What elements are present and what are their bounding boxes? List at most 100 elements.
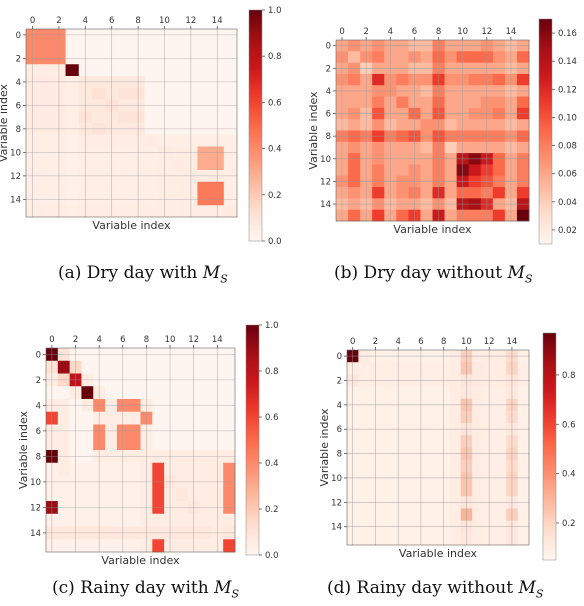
y-axis-label: Variable index xyxy=(318,408,331,487)
heatmap-cell xyxy=(444,51,458,64)
y-tick-label: 14 xyxy=(331,523,342,533)
x-tick-label: 4 xyxy=(96,335,101,345)
heatmap-cell xyxy=(144,134,159,147)
heatmap-cell xyxy=(420,164,433,177)
colorbar-tick-label: 0.14 xyxy=(558,57,577,67)
heatmap-cell xyxy=(65,205,80,218)
heatmap-cell xyxy=(197,64,212,77)
heatmap-cell xyxy=(348,73,361,86)
heatmap-cell xyxy=(403,484,416,497)
y-tick-label: 8 xyxy=(36,452,41,462)
heatmap-cell xyxy=(396,73,409,86)
x-tick-label: 0 xyxy=(339,27,344,37)
caption-a: (a) Dry day with MS xyxy=(58,263,228,286)
x-axis-label: Variable index xyxy=(399,547,478,560)
x-tick-label: 12 xyxy=(481,27,492,37)
heatmap-cell xyxy=(223,64,238,77)
x-axis-label: Variable index xyxy=(92,219,171,232)
heatmap-cell xyxy=(91,158,106,171)
x-tick-label: 6 xyxy=(412,27,417,37)
y-tick-label: 8 xyxy=(16,125,21,135)
x-tick-label: 2 xyxy=(373,337,378,347)
heatmap-cell xyxy=(449,410,462,424)
heatmap-cell xyxy=(372,119,385,131)
caption-d: (d) Rainy day without MS xyxy=(327,578,544,601)
heatmap-cell xyxy=(396,164,409,177)
heatmap-cell xyxy=(152,462,165,476)
heatmap-cell xyxy=(81,513,94,527)
heatmap-cell xyxy=(175,513,189,527)
heatmap-cell xyxy=(81,539,94,553)
x-tick-label: 10 xyxy=(461,337,472,347)
y-tick-label: 0 xyxy=(36,350,41,360)
heatmap-cell xyxy=(199,488,212,502)
heatmap-cell xyxy=(516,119,530,131)
heatmap-cell xyxy=(468,187,482,199)
x-tick-label: 2 xyxy=(56,16,61,26)
heatmap-cell xyxy=(348,119,361,131)
heatmap-cell xyxy=(223,411,236,425)
heatmap-cell xyxy=(494,484,507,497)
heatmap-cell xyxy=(420,187,433,199)
x-axis-label: Variable index xyxy=(393,223,472,236)
heatmap-cell xyxy=(39,205,53,218)
heatmap-cell xyxy=(372,73,385,86)
heatmap-cell xyxy=(472,362,484,375)
heatmap-cell xyxy=(128,386,141,400)
colorbar: 0.0 0.2 0.4 0.6 0.8 1.0 xyxy=(248,6,282,247)
heatmap-cell xyxy=(152,360,165,374)
heatmap-cell xyxy=(516,51,530,64)
colorbar-tick-label: 0.2 xyxy=(562,519,576,529)
heatmap-cell xyxy=(197,181,212,194)
y-tick-label: 2 xyxy=(326,64,331,74)
heatmap-cell xyxy=(57,411,71,425)
y-tick-label: 0 xyxy=(337,352,342,362)
colorbar-tick-label: 1.0 xyxy=(268,6,282,16)
heatmap-cell xyxy=(420,51,433,64)
y-tick-label: 12 xyxy=(10,172,21,182)
heatmap-cell xyxy=(81,386,94,400)
heatmap-cell xyxy=(171,87,185,100)
heatmap-cell xyxy=(358,484,371,497)
y-tick-label: 6 xyxy=(16,101,21,111)
colorbar-tick-label: 0.4 xyxy=(562,470,576,480)
heatmap-cell xyxy=(199,462,212,476)
heatmap-cell xyxy=(516,141,530,154)
x-tick-label: 10 xyxy=(457,27,468,37)
y-tick-label: 0 xyxy=(326,42,331,52)
heatmap-cell xyxy=(199,437,212,451)
y-tick-label: 10 xyxy=(10,148,21,158)
heatmap-cell xyxy=(444,164,458,177)
heatmap-cell xyxy=(81,488,94,502)
colorbar-tick-label: 0.6 xyxy=(265,413,279,423)
x-tick-label: 14 xyxy=(505,27,516,37)
heatmap-cell xyxy=(494,459,507,473)
colorbar-tick-label: 0.12 xyxy=(558,85,577,95)
heatmap-cell xyxy=(449,435,462,448)
colorbar-tick-label: 0.06 xyxy=(558,170,577,180)
heatmap-cell xyxy=(426,386,439,400)
x-tick-label: 12 xyxy=(185,16,196,26)
heatmap-cell xyxy=(118,205,132,218)
x-tick-label: 12 xyxy=(188,335,199,345)
heatmap-cell xyxy=(444,209,458,222)
heatmap-cell xyxy=(81,462,94,476)
heatmap-cell xyxy=(358,508,371,522)
heatmap-cell xyxy=(199,539,212,553)
heatmap-cell xyxy=(348,187,361,199)
heatmap-cell xyxy=(118,158,132,171)
colorbar-tick-label: 0.6 xyxy=(268,98,282,108)
x-tick-label: 0 xyxy=(30,16,35,26)
heatmap-cell xyxy=(517,386,530,400)
heatmap-cell xyxy=(152,539,165,553)
heatmap-cell xyxy=(57,386,71,400)
heatmap-cell xyxy=(171,64,185,77)
heatmap-cell xyxy=(39,64,53,77)
x-tick-label: 6 xyxy=(109,16,114,26)
heatmap-cell xyxy=(39,87,53,100)
heatmap-cell xyxy=(348,164,361,177)
heatmap-cell xyxy=(144,111,159,124)
heatmap-cell xyxy=(91,134,106,147)
colorbar-tick-label: 0.4 xyxy=(268,145,282,155)
heatmap-cell xyxy=(372,51,385,64)
